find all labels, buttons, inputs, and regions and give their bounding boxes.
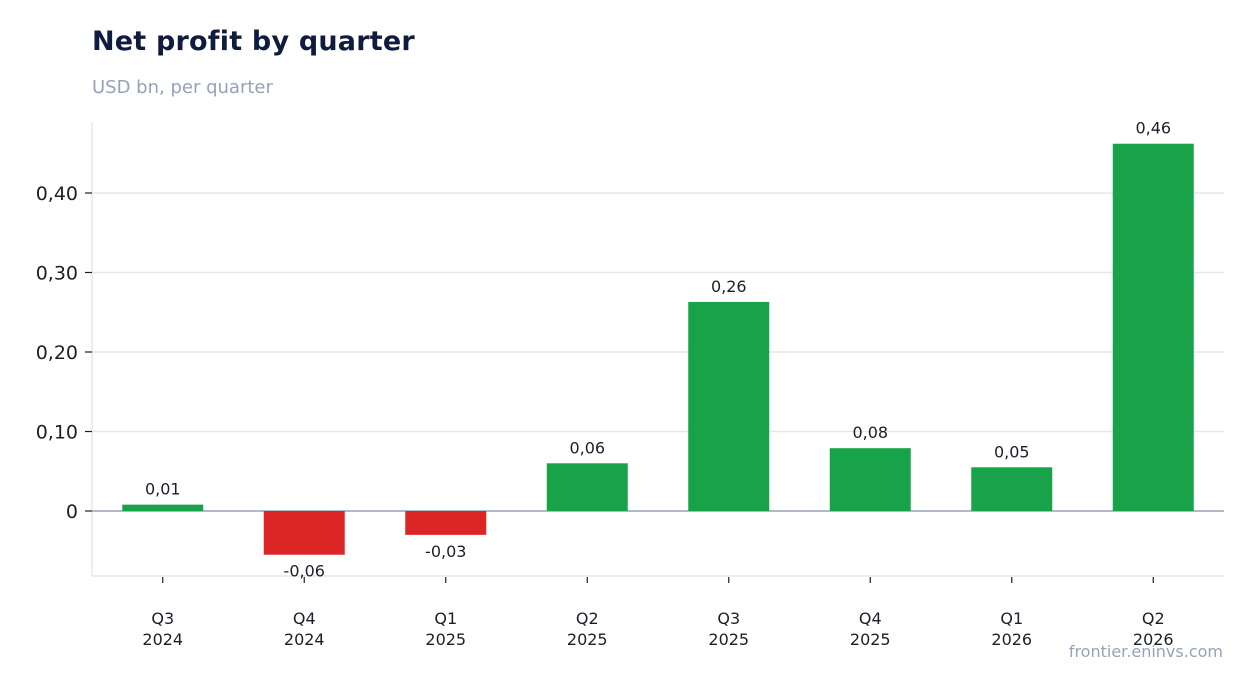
data-label: -0,06 [284, 562, 325, 581]
data-label: 0,46 [1135, 119, 1171, 138]
x-tick-label: 2026 [991, 630, 1032, 649]
axes [91, 122, 1224, 577]
bars [122, 143, 1194, 555]
x-tick-label: Q1 [434, 609, 457, 628]
source-credit: frontier.eninvs.com [1068, 642, 1223, 661]
x-tick-label: 2026 [1133, 630, 1174, 649]
chart-title: Net profit by quarter [92, 26, 415, 57]
data-label: 0,08 [852, 423, 888, 442]
bar [971, 467, 1053, 511]
y-tick-label: 0,10 [36, 422, 78, 444]
x-tick-label: 2024 [284, 630, 325, 649]
data-label: -0,03 [425, 542, 466, 561]
data-label: 0,26 [711, 277, 747, 296]
y-tick-label: 0,30 [36, 263, 78, 285]
x-tick-label: 2025 [425, 630, 466, 649]
x-tick-label: 2024 [142, 630, 183, 649]
gridlines [92, 192, 1224, 433]
bar [829, 448, 911, 511]
x-tick-label: Q3 [151, 609, 174, 628]
bar [546, 463, 628, 511]
y-tick-label: 0 [66, 501, 78, 523]
data-labels: 0,01 -0,06 -0,03 0,06 0,26 0,08 0,05 0,46 [145, 119, 1171, 581]
chart-subtitle: USD bn, per quarter [92, 77, 273, 98]
x-tick-label: Q2 [1142, 609, 1165, 628]
x-tick-label: Q2 [576, 609, 599, 628]
x-tick-label: Q4 [859, 609, 882, 628]
bar [122, 504, 204, 511]
bar [263, 511, 345, 555]
x-tick-label: 2025 [850, 630, 891, 649]
y-tick-label: 0,40 [36, 183, 78, 205]
x-tick-label: Q1 [1000, 609, 1023, 628]
data-label: 0,05 [994, 442, 1030, 461]
x-tick-label: 2025 [567, 630, 608, 649]
x-axis-ticks: Q3 2024 Q4 2024 Q1 2025 Q2 2025 Q3 2025 Q4 2025 Q1 20… [142, 577, 1174, 649]
y-tick-label: 0,20 [36, 342, 78, 364]
x-tick-label: 2025 [708, 630, 749, 649]
x-tick-label: Q3 [717, 609, 740, 628]
bar [1112, 143, 1194, 511]
bar [688, 301, 770, 511]
bar [405, 511, 487, 535]
data-label: 0,01 [145, 480, 181, 499]
data-label: 0,06 [569, 438, 605, 457]
x-tick-label: Q4 [293, 609, 316, 628]
y-axis-ticks: 0 0,10 0,20 0,30 0,40 [36, 183, 92, 523]
